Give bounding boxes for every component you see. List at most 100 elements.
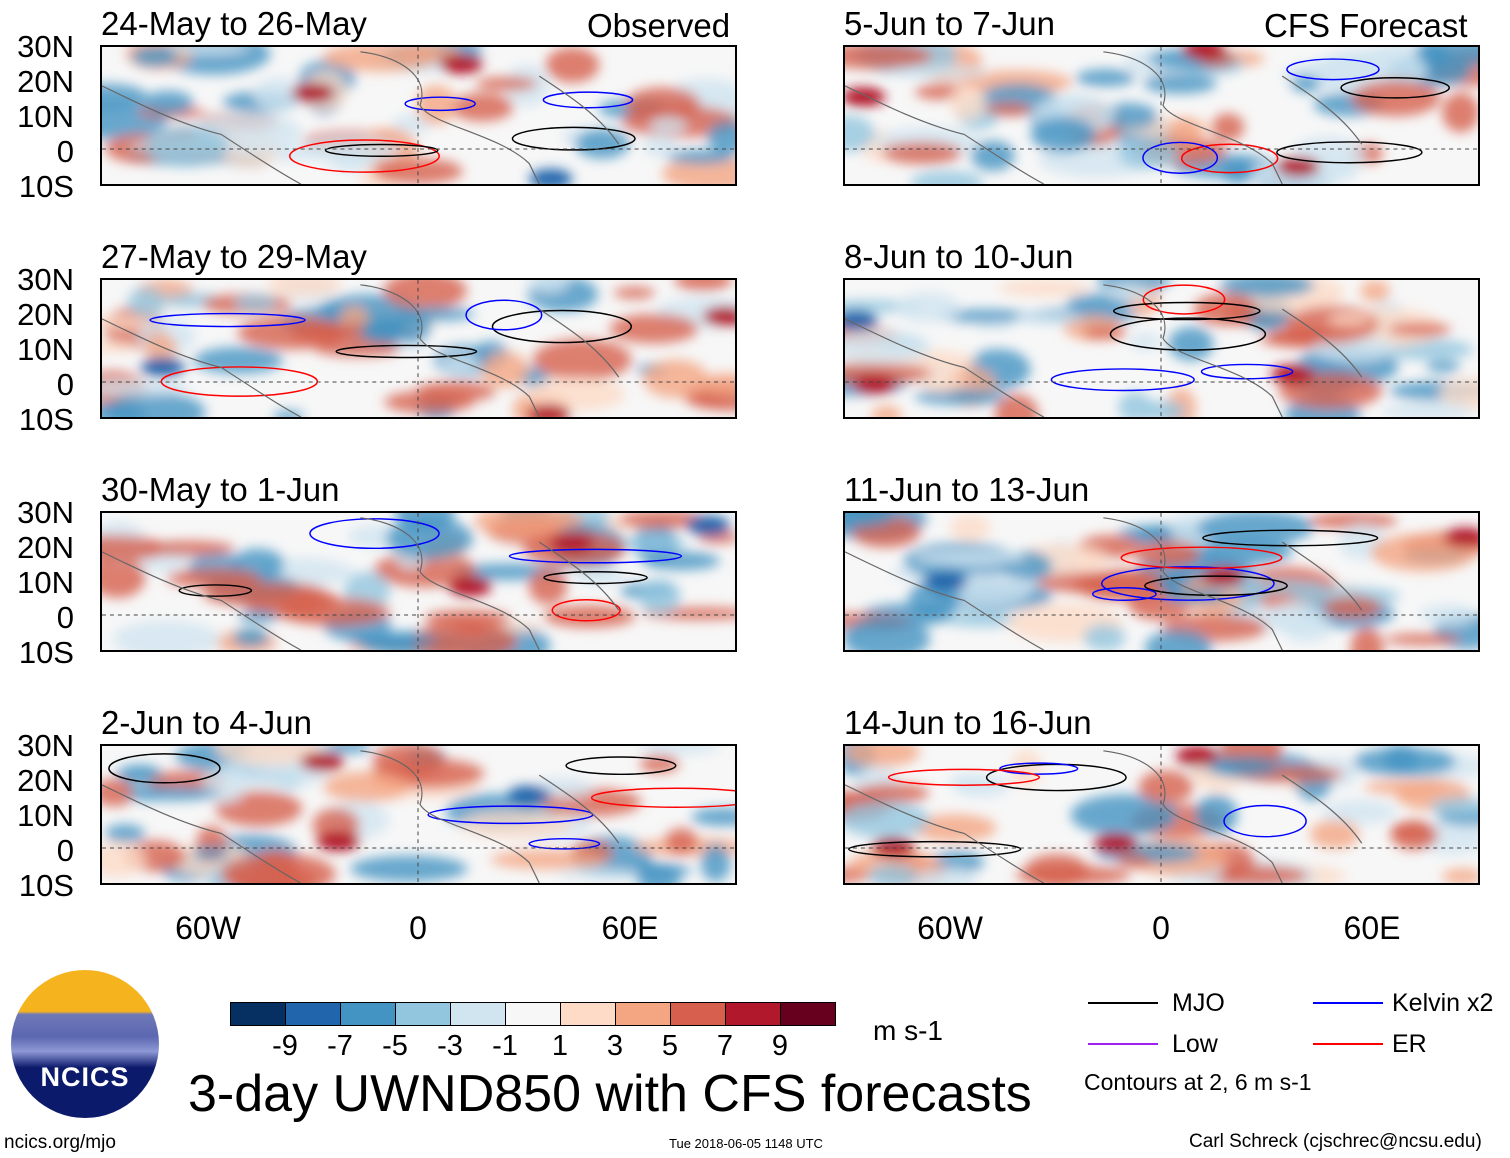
anomaly-shading <box>639 754 680 773</box>
anomaly-shading <box>618 513 708 529</box>
map-panel-observed-4 <box>100 744 737 885</box>
anomaly-shading <box>845 330 931 365</box>
anomaly-shading <box>323 771 411 802</box>
contour-line <box>1142 284 1226 315</box>
anomaly-shading <box>556 867 646 880</box>
contour-line <box>1144 575 1288 597</box>
anomaly-shading <box>490 849 607 870</box>
anomaly-shading <box>624 534 686 553</box>
anomaly-shading <box>643 359 709 399</box>
colorbar-swatch <box>230 1002 286 1026</box>
contour-note: Contours at 2, 6 m s-1 <box>1084 1069 1312 1095</box>
anomaly-shading <box>1310 819 1360 849</box>
contour-line <box>1101 566 1275 601</box>
anomaly-shading <box>116 764 160 783</box>
coastline <box>102 750 620 883</box>
coastline <box>845 284 1363 417</box>
map-panel-forecast-3 <box>843 511 1480 652</box>
anomaly-shading <box>888 65 989 79</box>
colorbar-label: 3 <box>606 1030 624 1062</box>
anomaly-shading <box>970 140 1015 171</box>
colorbar-swatch <box>450 1002 506 1026</box>
anomaly-shading-strong <box>702 306 735 326</box>
legend-line-kelvin <box>1313 1002 1383 1004</box>
anomaly-shading <box>145 125 229 168</box>
anomaly-shading-strong <box>448 576 492 597</box>
anomaly-shading <box>1082 326 1128 340</box>
anomaly-shading <box>845 115 875 152</box>
contour-line <box>528 837 601 850</box>
contour-line <box>1202 529 1379 547</box>
site-url[interactable]: ncics.org/mjo <box>4 1132 116 1153</box>
anomaly-shading <box>314 340 401 357</box>
lat-label: 20N <box>17 64 74 99</box>
map-panel-forecast-4 <box>843 744 1480 885</box>
anomaly-shading <box>112 620 221 650</box>
anomaly-shading <box>1138 770 1194 804</box>
ncics-logo: NCICS <box>11 970 159 1118</box>
timestamp: Tue 2018-06-05 1148 UTC <box>669 1136 823 1151</box>
colorbar-swatch <box>395 1002 451 1026</box>
anomaly-shading <box>609 313 699 344</box>
anomaly-shading <box>394 513 455 532</box>
panel-title: 11-Jun to 13-Jun <box>844 471 1090 508</box>
contour-line <box>1286 58 1380 81</box>
lat-label: 0 <box>56 833 74 868</box>
anomaly-shading-strong <box>1093 833 1138 854</box>
anomaly-shading <box>921 373 963 393</box>
anomaly-shading <box>1010 749 1042 787</box>
contour-line <box>511 126 636 151</box>
panel-title: 2-Jun to 4-Jun <box>101 704 312 741</box>
anomaly-shading <box>1070 794 1178 837</box>
anomaly-shading <box>1419 604 1476 626</box>
contour-line <box>1120 546 1283 570</box>
anomaly-shading <box>636 864 681 883</box>
contour-line <box>465 299 543 331</box>
lat-label: 20N <box>17 530 74 565</box>
contour-line <box>1200 363 1294 380</box>
colorbar-swatch <box>285 1002 341 1026</box>
anomaly-shading <box>914 867 978 883</box>
colorbar-label: 7 <box>716 1030 734 1062</box>
anomaly-shading <box>1390 820 1438 851</box>
anomaly-shading-strong <box>1175 746 1220 766</box>
anomaly-shading <box>102 842 146 878</box>
legend-low: Low <box>1172 1030 1218 1058</box>
anomaly-shading <box>895 292 962 323</box>
anomaly-shading <box>1193 293 1258 326</box>
anomaly-shading <box>1383 746 1419 772</box>
contour-line <box>1223 804 1307 838</box>
contour-line <box>1276 141 1423 164</box>
contour-line <box>848 840 1022 858</box>
anomaly-shading <box>459 810 573 839</box>
lon-label: 60E <box>1343 910 1401 946</box>
anomaly-shading <box>665 827 698 855</box>
anomaly-shading <box>1439 377 1478 410</box>
anomaly-shading <box>1083 624 1126 650</box>
anomaly-shading-strong <box>845 310 878 331</box>
lat-label: 30N <box>17 29 74 64</box>
anomaly-shading <box>278 597 390 626</box>
contour-line <box>404 96 476 112</box>
anomaly-shading <box>1142 400 1186 417</box>
anomaly-shading <box>102 340 138 353</box>
anomaly-shading <box>450 92 514 122</box>
anomaly-shading <box>984 102 1033 117</box>
contour-line <box>887 768 1041 786</box>
lon-label: 0 <box>409 910 427 946</box>
anomaly-shading <box>700 372 735 396</box>
anomaly-shading <box>574 129 630 159</box>
logo-text: NCICS <box>40 1062 130 1092</box>
anomaly-shading-strong <box>550 533 595 553</box>
anomaly-shading <box>424 609 511 628</box>
anomaly-shading <box>102 380 189 396</box>
anomaly-shading <box>914 388 1007 405</box>
anomaly-shading <box>415 381 496 403</box>
anomaly-shading <box>882 141 962 165</box>
anomaly-shading <box>643 551 721 571</box>
anomaly-shading <box>845 617 931 650</box>
anomaly-shading <box>220 852 336 883</box>
lon-label: 60W <box>175 910 241 946</box>
contour-line <box>1142 141 1219 174</box>
